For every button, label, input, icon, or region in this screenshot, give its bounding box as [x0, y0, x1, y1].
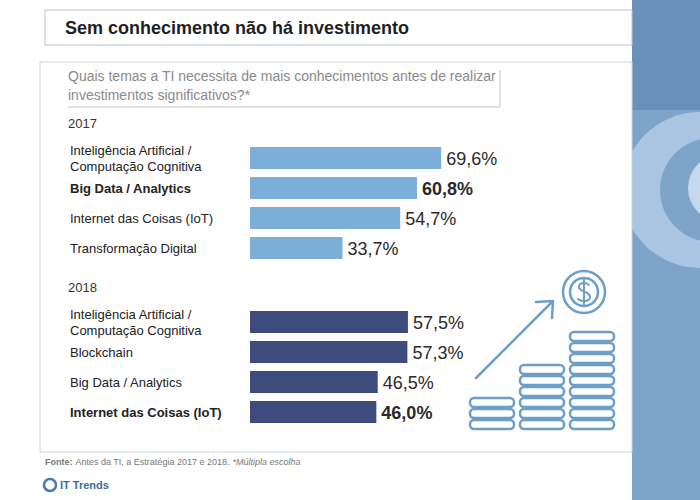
text-line: Computação Cognitiva: [70, 159, 202, 174]
coin: [520, 398, 564, 407]
category-label: Big Data / Analytics: [70, 181, 191, 196]
coin: [470, 420, 514, 429]
coin: [570, 387, 614, 396]
category-label: Internet das Coisas (IoT): [70, 211, 213, 226]
coin: [570, 365, 614, 374]
panel-title: 2018: [68, 280, 97, 295]
coin: [570, 376, 614, 385]
content-frame: [40, 62, 632, 452]
coin: [470, 409, 514, 418]
logo: IT Trends: [60, 479, 109, 491]
data-label: 46,0%: [381, 403, 432, 423]
data-label: 60,8%: [422, 179, 473, 199]
bar: [250, 371, 378, 393]
side-panel-circle: [660, 138, 700, 242]
coin: [570, 409, 614, 418]
side-panel-circle: [632, 112, 700, 268]
source: Fonte:Antes da TI, a Estratégia 2017 e 2…: [45, 457, 301, 467]
text-line: Big Data / Analytics: [70, 181, 191, 196]
category-label: Inteligência Artificial /Computação Cogn…: [70, 143, 202, 174]
coin: [570, 343, 614, 352]
side-panel-circle: [688, 154, 700, 222]
side-panel-band: [632, 0, 700, 110]
dollar-sign: [583, 279, 585, 305]
coin: [520, 387, 564, 396]
category-label: Internet das Coisas (IoT): [70, 405, 222, 420]
dollar-coin: [563, 271, 605, 313]
bar: [250, 147, 441, 169]
bar: [250, 177, 417, 199]
bar: [250, 237, 343, 259]
text-line: Computação Cognitiva: [70, 323, 202, 338]
data-label: 69,6%: [446, 149, 497, 169]
dollar-coin-inner: [570, 278, 598, 306]
data-label: 54,7%: [405, 209, 456, 229]
data-label: 33,7%: [348, 239, 399, 259]
category-label: Inteligência Artificial /Computação Cogn…: [70, 307, 202, 338]
money-icon: [470, 271, 614, 429]
data-label: 57,5%: [413, 313, 464, 333]
category-label: Blockchain: [70, 345, 133, 360]
coin: [570, 354, 614, 363]
category-label: Transformação Digital: [70, 241, 197, 256]
coin: [520, 376, 564, 385]
coin: [520, 365, 564, 374]
subtitle: Quais temas a TI necessita de mais conhe…: [68, 68, 496, 103]
coin: [570, 398, 614, 407]
source-text: Antes da TI, a Estratégia 2017 e 2018.: [76, 457, 230, 467]
panel-title: 2017: [68, 116, 97, 131]
side-panel: [632, 0, 700, 500]
bar: [250, 207, 400, 229]
coin: [570, 332, 614, 341]
source-label: Fonte:: [45, 457, 73, 467]
subtitle-bracket: [68, 70, 500, 107]
bar: [250, 401, 376, 423]
data-label: 57,3%: [412, 343, 463, 363]
bar-chart: 2017 Inteligência Artificial /Computação …: [68, 116, 497, 259]
text-line: Big Data / Analytics: [70, 375, 182, 390]
bar: [250, 341, 407, 363]
data-label: 46,5%: [383, 373, 434, 393]
source-note: *Múltipla escolha: [232, 457, 300, 467]
text-line: Internet das Coisas (IoT): [70, 211, 213, 226]
text-line: Inteligência Artificial /: [70, 143, 192, 158]
logo-mark: [44, 479, 56, 491]
coin: [570, 420, 614, 429]
bars: [250, 147, 441, 259]
coin: [520, 409, 564, 418]
arrow-shaft: [476, 302, 552, 378]
text-line: Transformação Digital: [70, 241, 197, 256]
title: Sem conhecimento não há investimento: [65, 18, 409, 38]
text-line: Internet das Coisas (IoT): [70, 405, 222, 420]
bar: [250, 311, 408, 333]
coin: [470, 398, 514, 407]
text-line: Inteligência Artificial /: [70, 307, 192, 322]
category-label: Big Data / Analytics: [70, 375, 182, 390]
title-frame: [45, 10, 632, 45]
arrow-head: [536, 301, 553, 318]
bar-chart: 2018 Inteligência Artificial /Computação …: [68, 280, 464, 423]
coin: [520, 420, 564, 429]
text-line: Blockchain: [70, 345, 133, 360]
background: [0, 0, 700, 500]
text-line: investimentos significativos?*: [68, 87, 251, 103]
chart-canvas: Sem conhecimento não há investimento Quai…: [0, 0, 700, 500]
text-line: Quais temas a TI necessita de mais conhe…: [68, 68, 496, 84]
